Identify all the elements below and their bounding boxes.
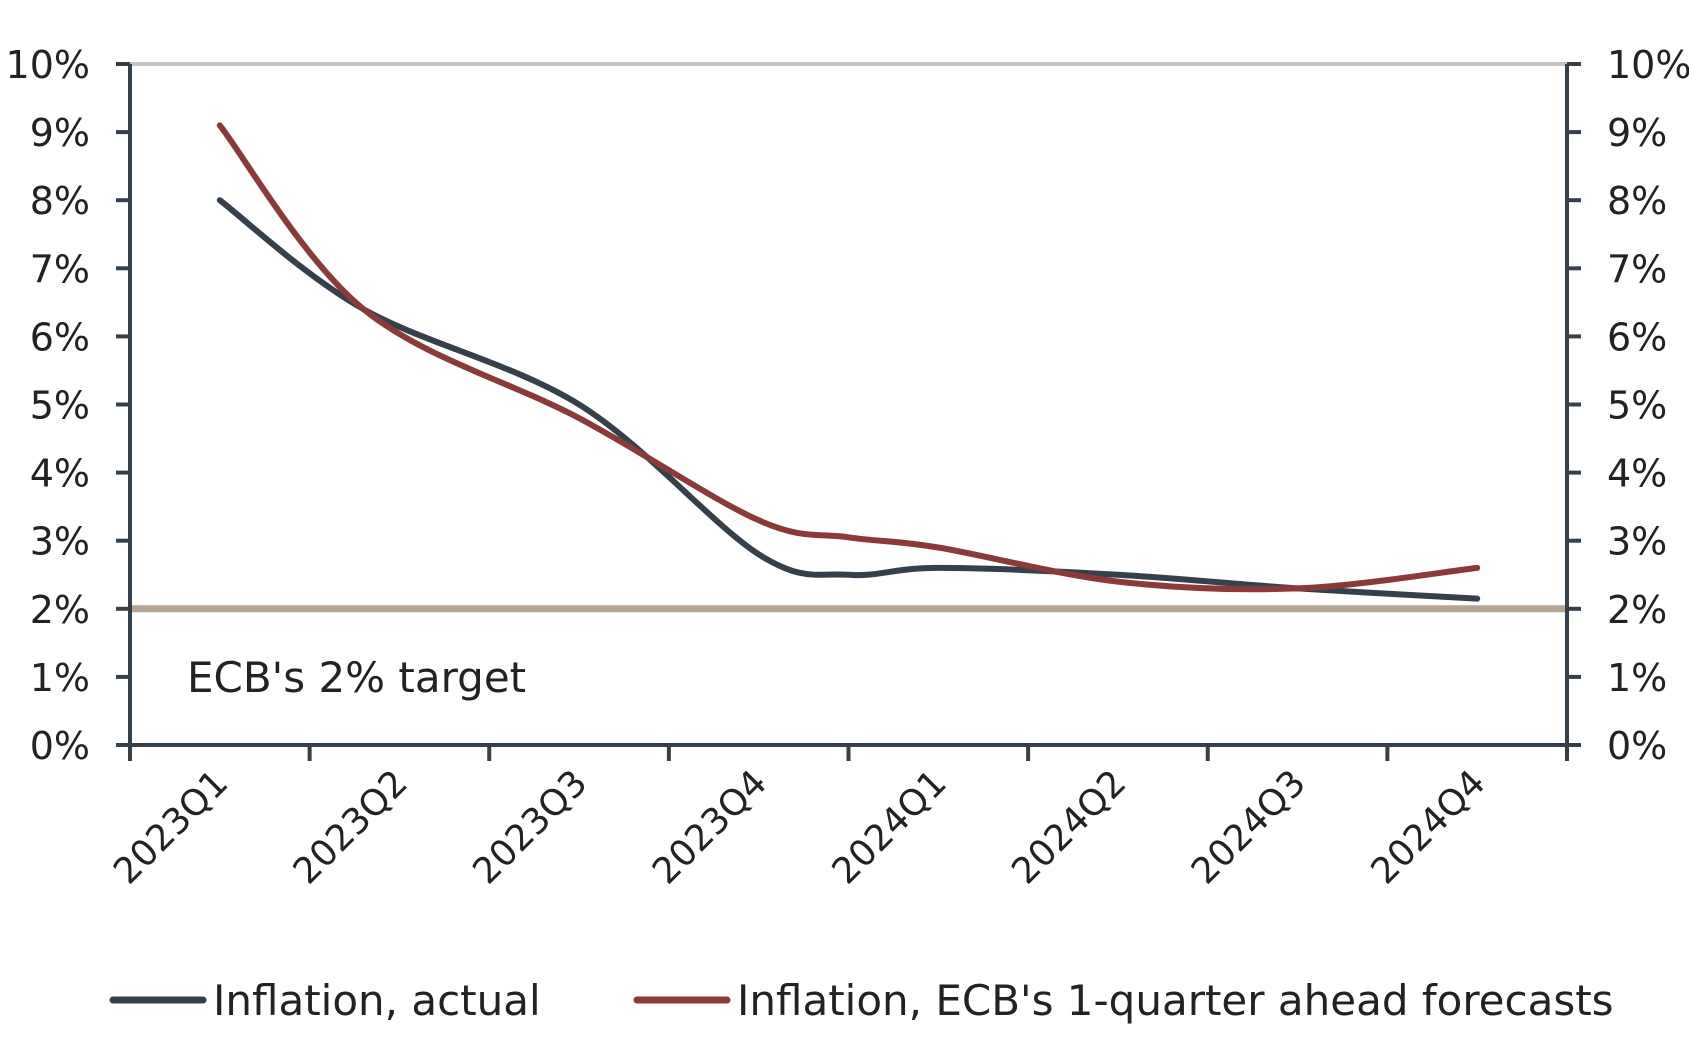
y-tick-label-right: 2% <box>1607 588 1667 632</box>
y-tick-label-left: 10% <box>6 43 90 87</box>
y-tick-label-right: 4% <box>1607 452 1667 496</box>
legend-label: Inflation, ECB's 1-quarter ahead forecas… <box>737 976 1614 1025</box>
y-tick-label-left: 3% <box>30 520 90 564</box>
series-line-forecast <box>216 122 1481 593</box>
series-line-actual <box>216 197 1481 602</box>
y-tick-label-right: 7% <box>1607 247 1667 291</box>
x-category-label: 2024Q3 <box>1184 762 1314 892</box>
x-category-label: 2023Q2 <box>286 762 416 892</box>
legend-actual: Inflation, actual <box>109 976 541 1025</box>
y-tick-label-right: 8% <box>1607 179 1667 223</box>
y-tick-label-left: 1% <box>30 656 90 700</box>
y-tick-label-right: 3% <box>1607 520 1667 564</box>
y-tick-label-left: 8% <box>30 179 90 223</box>
target-annotation: ECB's 2% target <box>187 653 526 702</box>
y-tick-label-right: 6% <box>1607 315 1667 359</box>
y-tick-label-left: 2% <box>30 588 90 632</box>
x-category-label: 2023Q4 <box>645 762 775 892</box>
y-tick-label-left: 4% <box>30 452 90 496</box>
x-category-label: 2024Q2 <box>1004 762 1134 892</box>
y-tick-label-right: 10% <box>1607 43 1689 87</box>
y-tick-label-left: 9% <box>30 111 90 155</box>
y-tick-label-left: 6% <box>30 315 90 359</box>
y-tick-label-left: 7% <box>30 247 90 291</box>
legend-label: Inflation, actual <box>213 976 541 1025</box>
x-category-label: 2023Q3 <box>465 762 595 892</box>
y-tick-label-left: 0% <box>30 724 90 768</box>
legend-forecast: Inflation, ECB's 1-quarter ahead forecas… <box>633 976 1614 1025</box>
x-category-label: 2024Q1 <box>825 762 955 892</box>
x-category-label: 2024Q4 <box>1364 762 1494 892</box>
x-category-label: 2023Q1 <box>106 762 236 892</box>
y-tick-label-right: 0% <box>1607 724 1667 768</box>
y-tick-label-right: 5% <box>1607 384 1667 428</box>
y-tick-label-right: 1% <box>1607 656 1667 700</box>
y-tick-label-right: 9% <box>1607 111 1667 155</box>
y-tick-label-left: 5% <box>30 384 90 428</box>
